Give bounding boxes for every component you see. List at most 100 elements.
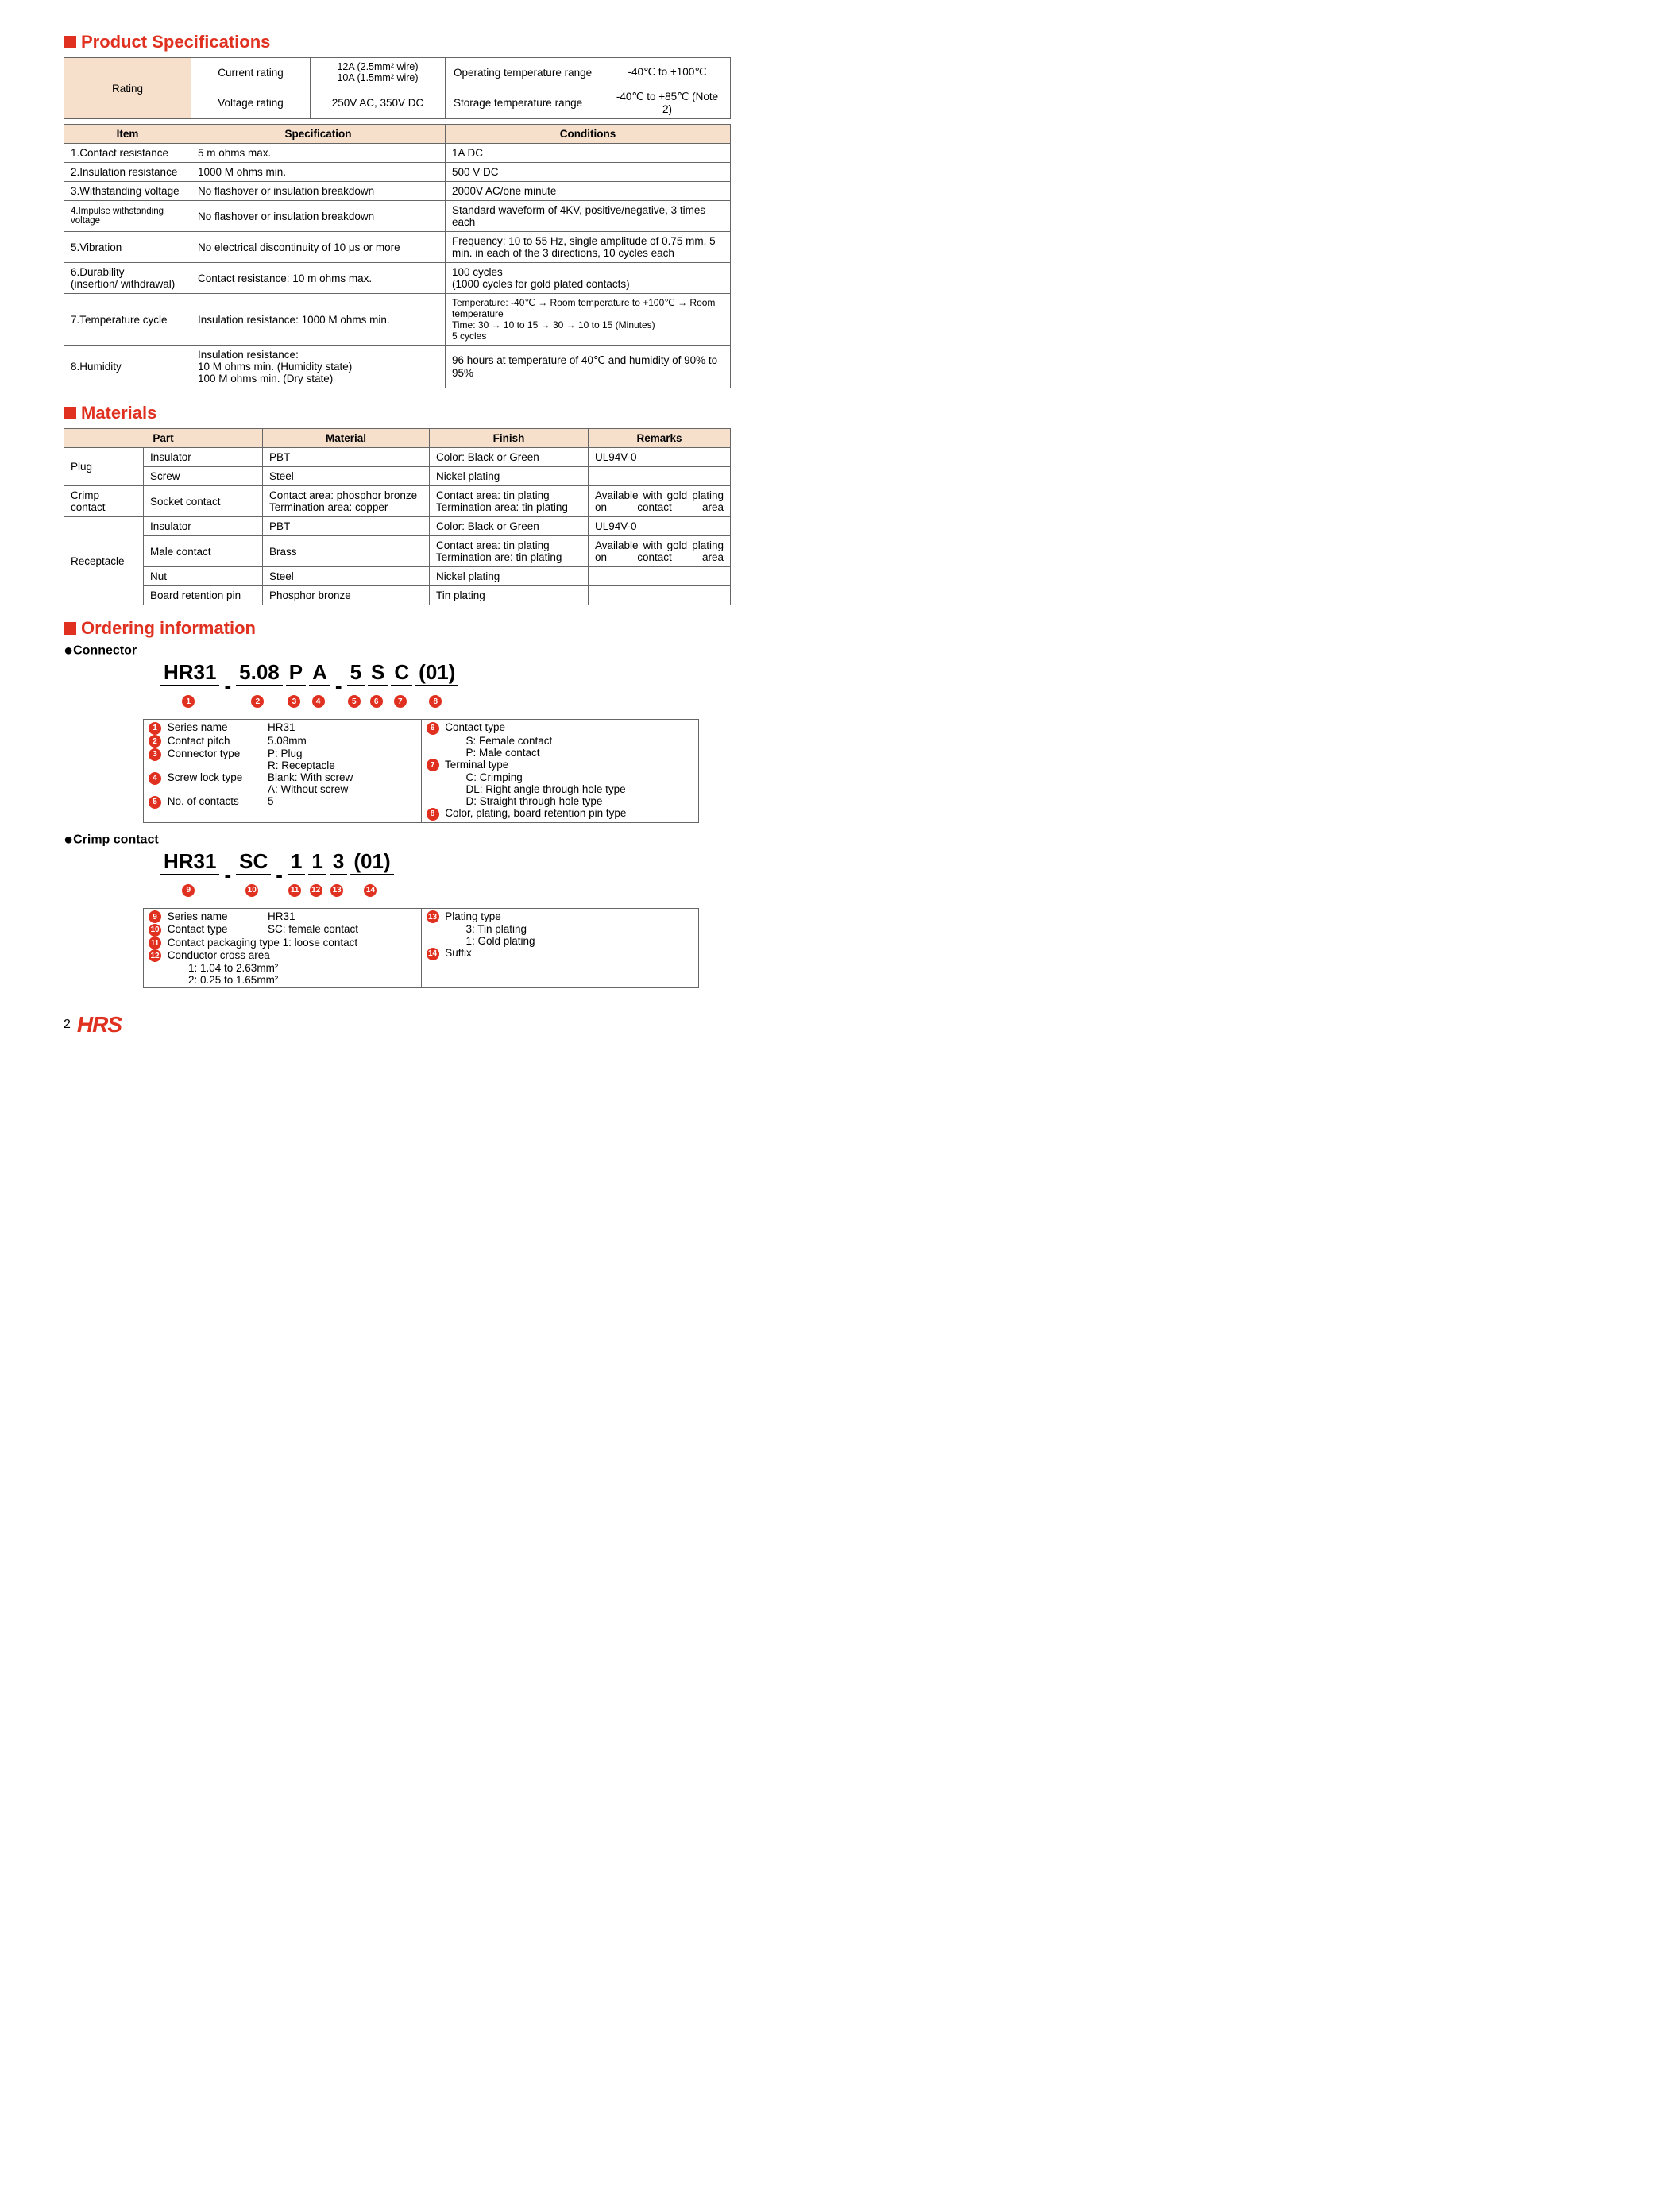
footer: 2 HRS [64, 1012, 731, 1037]
ord-row: 12 Conductor cross area1: 1.04 to 2.63mm… [149, 949, 416, 986]
marker-icon: 10 [245, 884, 258, 897]
code-text: 1 [288, 849, 305, 875]
spec-h-spec: Specification [191, 125, 446, 144]
spec-h-cond: Conditions [446, 125, 731, 144]
connector-left-col: 1 Series nameHR312 Contact pitch5.08mm3 … [144, 720, 422, 822]
mat-remarks [589, 586, 731, 605]
section-product-spec: Product Specifications [64, 32, 731, 52]
mat-group: Crimp contact [64, 486, 144, 517]
ord-row: 6 Contact typeS: Female contactP: Male c… [427, 721, 694, 758]
materials-table: Part Material Finish Remarks Plug Insula… [64, 428, 731, 605]
current-rating-val: 12A (2.5mm² wire) 10A (1.5mm² wire) [311, 58, 446, 87]
mat-sub: Nut [144, 567, 263, 586]
marker-icon: 12 [310, 884, 322, 897]
marker-icon: 10 [149, 924, 161, 937]
mat-material: Phosphor bronze [263, 586, 430, 605]
code-text: P [286, 660, 306, 686]
section-title: Product Specifications [81, 32, 270, 52]
spec-h-item: Item [64, 125, 191, 144]
marker-icon: 14 [364, 884, 377, 897]
code-text: 5 [347, 660, 365, 686]
code-segment: A4 [309, 660, 330, 713]
marker-icon: 14 [427, 948, 439, 960]
ord-row: 10 Contact typeSC: female contact [149, 923, 416, 936]
ord-row: 3 Connector typeP: Plug R: Receptacle [149, 748, 416, 771]
ord-row: 4 Screw lock typeBlank: With screw A: Wi… [149, 771, 416, 795]
spec-item: 8.Humidity [64, 346, 191, 388]
marker-icon: 4 [312, 695, 325, 708]
marker-icon: 11 [288, 884, 301, 897]
connector-right-col: 6 Contact typeS: Female contactP: Male c… [421, 720, 699, 822]
ord-row: 8 Color, plating, board retention pin ty… [427, 807, 694, 820]
marker-icon: 12 [149, 949, 161, 962]
spec-item: 3.Withstanding voltage [64, 182, 191, 201]
marker-icon: 11 [149, 937, 161, 949]
mat-remarks [589, 567, 731, 586]
crimp-order-table: 9 Series nameHR3110 Contact typeSC: fema… [143, 908, 699, 989]
spec-item: 4.Impulse withstanding voltage [64, 201, 191, 232]
spec-cond: 1A DC [446, 144, 731, 163]
code-segment: 111 [288, 849, 305, 902]
mat-finish: Tin plating [430, 586, 589, 605]
mat-remarks: UL94V-0 [589, 448, 731, 467]
code-segment: HR31 9 [160, 849, 219, 902]
spec-spec: Insulation resistance: 1000 M ohms min. [191, 294, 446, 346]
ord-row: 7 Terminal typeC: CrimpingDL: Right angl… [427, 759, 694, 807]
storage-label: Storage temperature range [446, 87, 604, 119]
mat-material: Steel [263, 567, 430, 586]
mat-group: Receptacle [64, 517, 144, 605]
spec-table: Item Specification Conditions 1.Contact … [64, 124, 731, 388]
code-text: 5.08 [236, 660, 283, 686]
hrs-logo: HRS [77, 1012, 122, 1037]
marker-icon: 3 [149, 748, 161, 761]
code-text: C [391, 660, 412, 686]
connector-order-table: 1 Series nameHR312 Contact pitch5.08mm3 … [143, 719, 699, 822]
mat-material: Contact area: phosphor bronze Terminatio… [263, 486, 430, 517]
code-text: HR31 [160, 660, 219, 686]
crimp-subtitle: ●Crimp contact [64, 831, 731, 849]
spec-spec: No electrical discontinuity of 10 μs or … [191, 232, 446, 263]
marker-icon: 9 [182, 884, 195, 897]
code-text: 3 [330, 849, 347, 875]
op-temp-val: -40℃ to +100℃ [604, 58, 731, 87]
marker-icon: 7 [394, 695, 407, 708]
code-text: S [368, 660, 388, 686]
spec-item: 2.Insulation resistance [64, 163, 191, 182]
mat-finish: Nickel plating [430, 467, 589, 486]
storage-val: -40℃ to +85℃ (Note 2) [604, 87, 731, 119]
voltage-label: Voltage rating [191, 87, 311, 119]
ord-row: 11 Contact packaging type 1: loose conta… [149, 937, 416, 949]
mat-sub: Board retention pin [144, 586, 263, 605]
marker-icon: 8 [427, 808, 439, 821]
code-text: HR31 [160, 849, 219, 875]
mat-remarks [589, 467, 731, 486]
spec-cond: Temperature: -40℃ → Room temperature to … [446, 294, 731, 346]
marker-icon: 2 [149, 735, 161, 748]
voltage-val: 250V AC, 350V DC [311, 87, 446, 119]
marker-icon: 4 [149, 772, 161, 785]
mat-sub: Screw [144, 467, 263, 486]
mat-finish: Color: Black or Green [430, 517, 589, 536]
marker-icon: 5 [149, 796, 161, 809]
rating-label: Rating [64, 58, 191, 119]
ord-row: 14 Suffix [427, 947, 694, 960]
spec-cond: 500 V DC [446, 163, 731, 182]
spec-cond: 2000V AC/one minute [446, 182, 731, 201]
mat-finish: Contact area: tin plating Termination ar… [430, 486, 589, 517]
spec-cond: 96 hours at temperature of 40℃ and humid… [446, 346, 731, 388]
marker-icon: 13 [427, 910, 439, 923]
mat-group: Plug [64, 448, 144, 486]
marker-icon: 6 [427, 722, 439, 735]
red-square-icon [64, 36, 76, 48]
mat-sub: Insulator [144, 448, 263, 467]
spec-spec: 5 m ohms max. [191, 144, 446, 163]
op-temp-label: Operating temperature range [446, 58, 604, 87]
marker-icon: 7 [427, 759, 439, 771]
ord-row: 13 Plating type3: Tin plating1: Gold pla… [427, 910, 694, 947]
code-segment: SC10 [236, 849, 271, 902]
code-text: A [309, 660, 330, 686]
marker-icon: 6 [370, 695, 383, 708]
connector-subtitle: ●Connector [64, 642, 731, 660]
marker-icon: 1 [182, 695, 195, 708]
spec-item: 5.Vibration [64, 232, 191, 263]
